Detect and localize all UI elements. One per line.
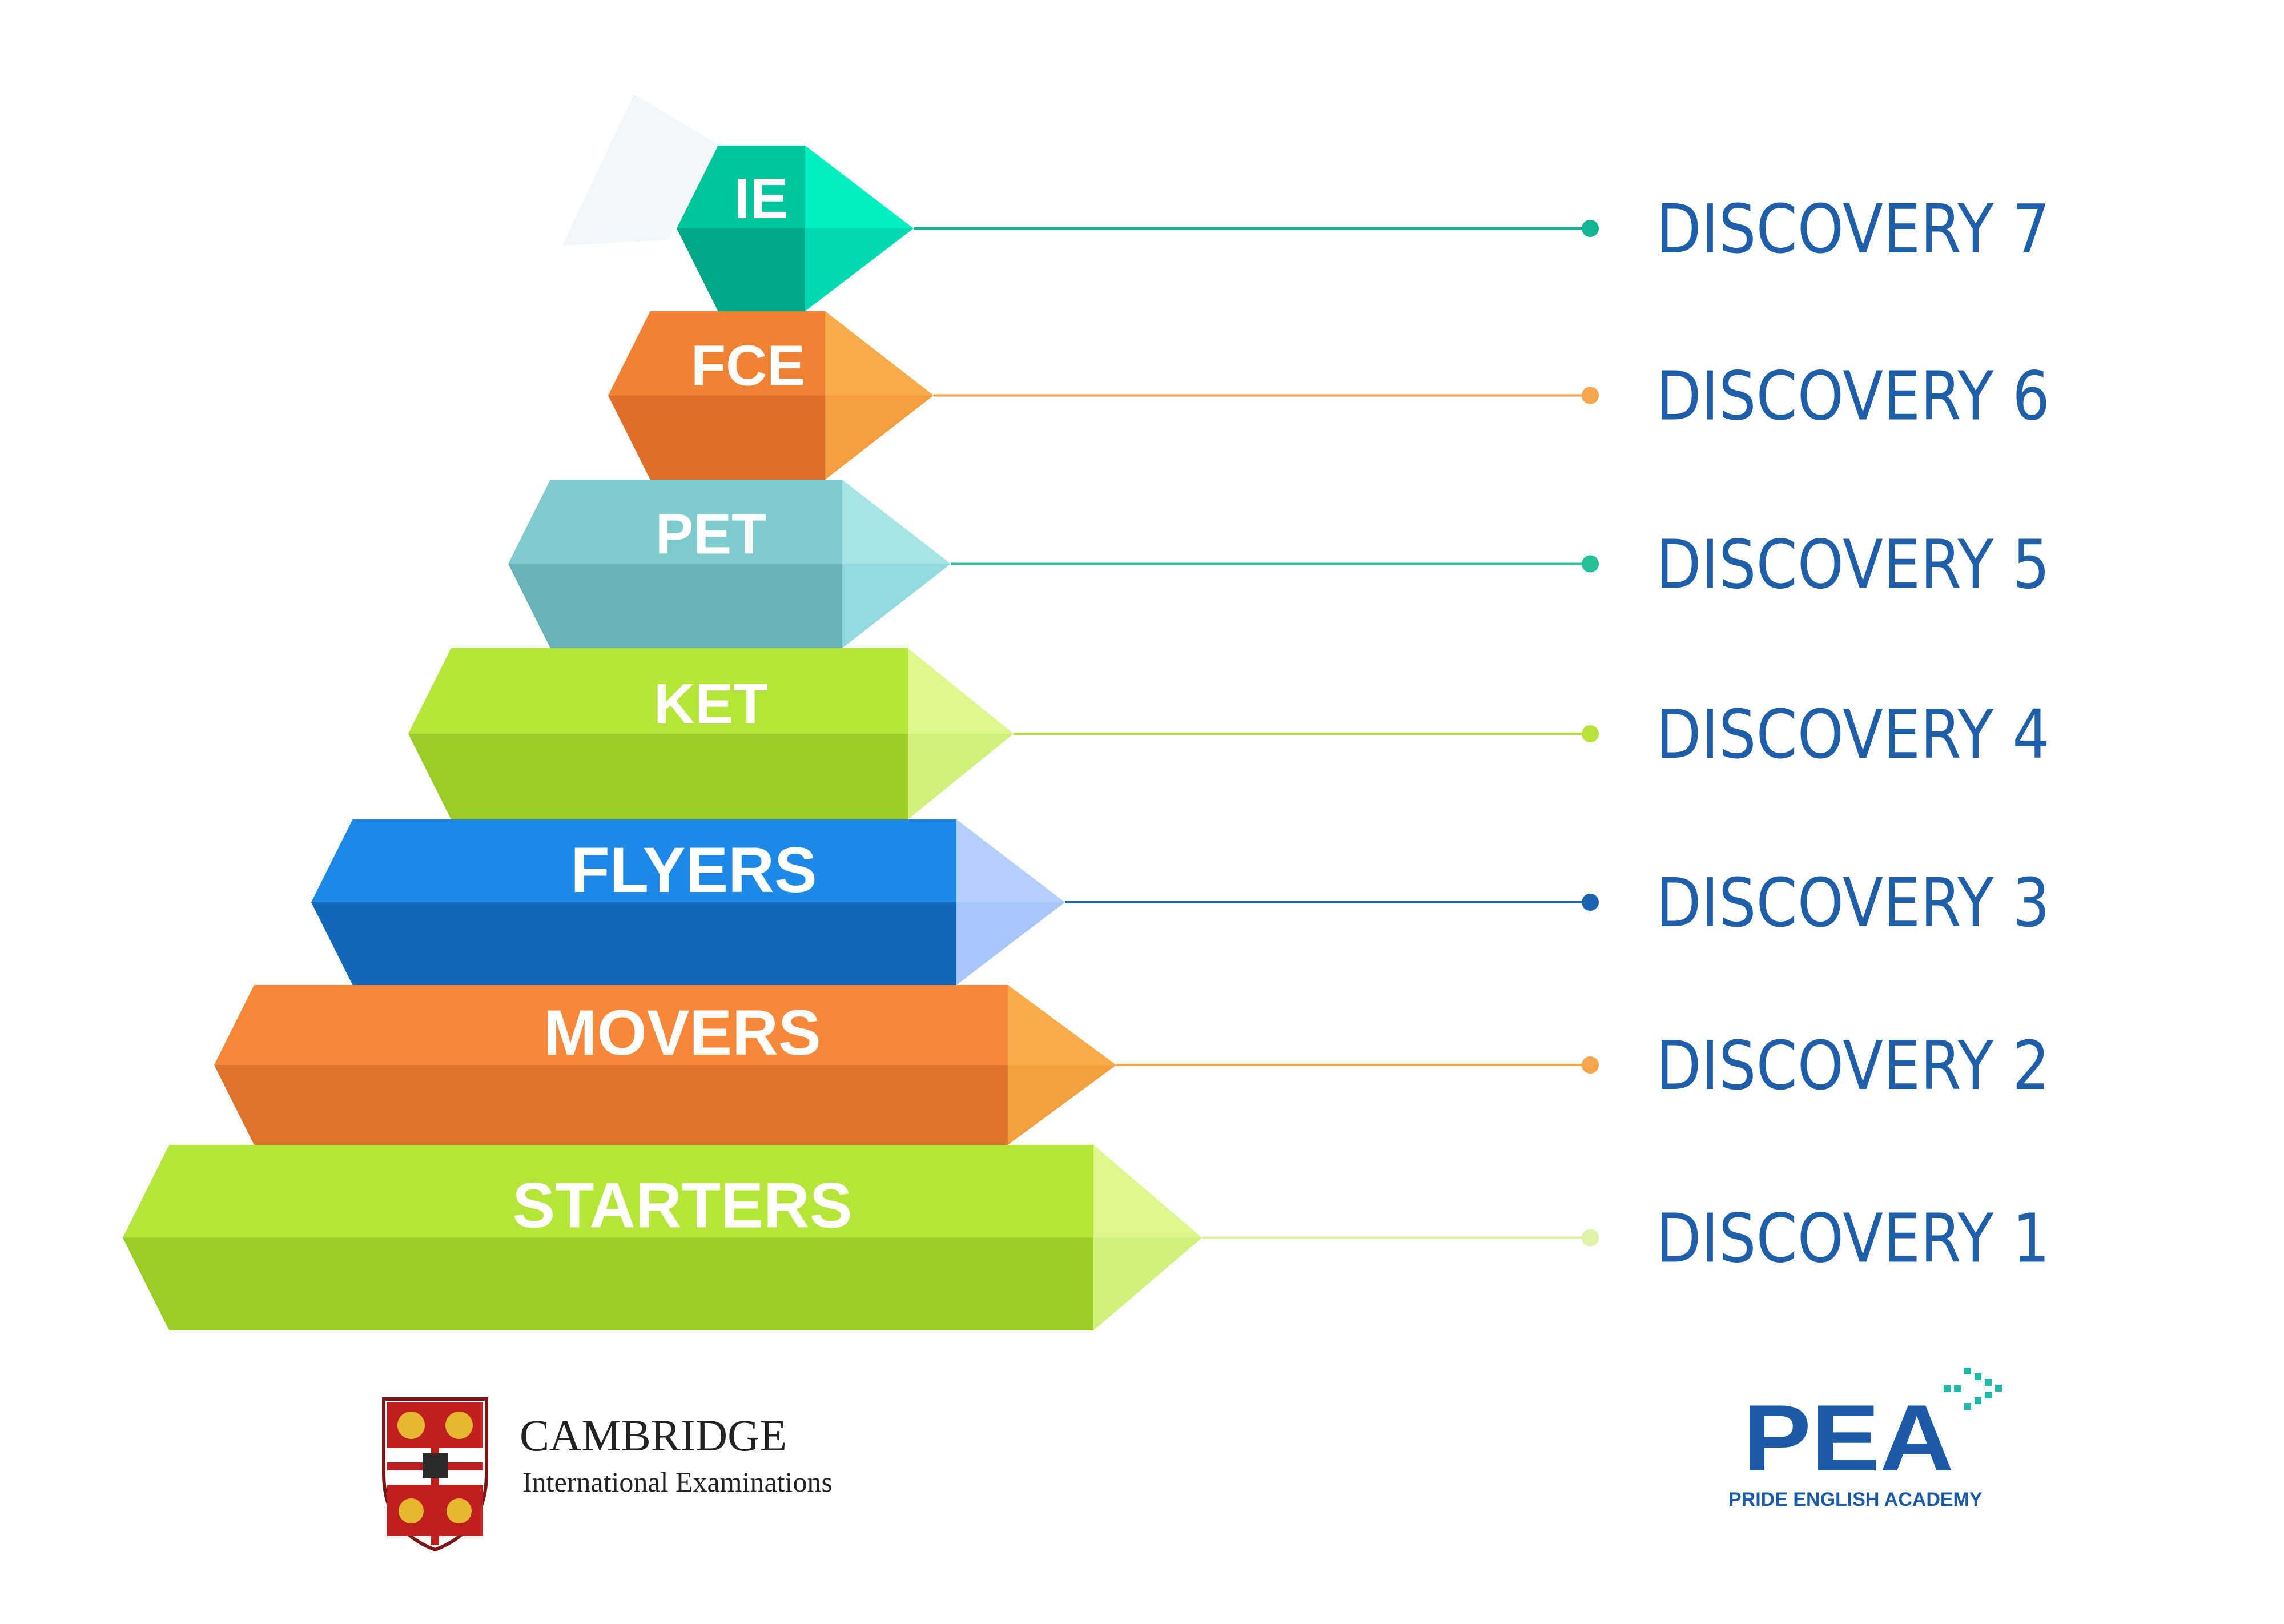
connector-3: DISCOVERY 5 <box>951 525 2050 604</box>
connector-dot <box>1582 725 1599 742</box>
tier-front-top <box>123 1145 1093 1238</box>
connector-6: DISCOVERY 2 <box>1116 1026 2050 1105</box>
tier-front-bottom <box>123 1237 1093 1330</box>
tier-label: IE <box>734 167 788 231</box>
course-label: DISCOVERY 7 <box>1656 190 2050 268</box>
tier-label: STARTERS <box>512 1170 852 1241</box>
connector-4: DISCOVERY 4 <box>1014 695 2050 774</box>
tier-side-bottom <box>842 564 951 648</box>
connector-dot <box>1582 220 1599 237</box>
course-label: DISCOVERY 1 <box>1656 1199 2050 1278</box>
connector-dot <box>1582 894 1599 911</box>
tier-front-bottom <box>608 395 825 480</box>
tier-label: FCE <box>691 334 805 398</box>
tier-side-bottom <box>805 228 914 311</box>
connector-dot <box>1582 387 1599 404</box>
tier-side-bottom <box>908 734 1014 819</box>
tier-front-bottom <box>677 228 805 311</box>
course-label: DISCOVERY 2 <box>1656 1026 2050 1105</box>
tier-side-bottom <box>1008 1065 1116 1145</box>
pea-logo: PEA PRIDE ENGLISH ACADEMY <box>1728 1368 2002 1510</box>
tier-ket: KET <box>408 648 1014 819</box>
connector-7: DISCOVERY 1 <box>1202 1199 2050 1278</box>
tier-side-top <box>1008 985 1116 1065</box>
tier-front-top <box>214 985 1008 1065</box>
tier-side-top <box>805 146 914 228</box>
connector-dot <box>1582 1056 1599 1074</box>
cambridge-logo: CAMBRIDGE International Examinations <box>382 1397 833 1552</box>
tier-pet: PET <box>508 480 951 648</box>
tier-side-top <box>1093 1145 1202 1238</box>
tier-side-top <box>842 480 951 564</box>
course-label: DISCOVERY 3 <box>1656 863 2050 942</box>
connector-5: DISCOVERY 3 <box>1065 863 2050 942</box>
tier-side-bottom <box>1093 1237 1202 1330</box>
tier-side-top <box>956 819 1065 902</box>
tier-side-bottom <box>825 395 934 480</box>
tier-fce: FCE <box>608 311 934 480</box>
connector-1: DISCOVERY 7 <box>914 190 2050 268</box>
tier-front-top <box>677 146 805 228</box>
tier-label: MOVERS <box>544 997 821 1068</box>
pea-wordmark: PEA <box>1743 1385 1954 1490</box>
tier-front-top <box>608 311 825 396</box>
tier-front-bottom <box>508 564 842 648</box>
course-label: DISCOVERY 5 <box>1656 525 2050 604</box>
tier-front-top <box>311 819 956 902</box>
pea-arrow-icon <box>1944 1368 2002 1410</box>
tier-front-top <box>508 480 842 564</box>
background-shape <box>562 94 719 246</box>
connector-dot <box>1582 1229 1599 1247</box>
tier-movers: MOVERS <box>214 985 1116 1145</box>
tier-label: FLYERS <box>570 834 817 906</box>
pea-tagline: PRIDE ENGLISH ACADEMY <box>1728 1489 1983 1510</box>
tier-front-bottom <box>214 1065 1008 1145</box>
cambridge-subtitle: International Examinations <box>522 1466 833 1498</box>
course-label: DISCOVERY 6 <box>1656 357 2050 436</box>
tier-ie: IE <box>677 146 914 311</box>
connector-2: DISCOVERY 6 <box>934 357 2050 436</box>
cambridge-shield-icon <box>382 1397 488 1552</box>
tier-flyers: FLYERS <box>311 819 1065 985</box>
tier-starters: STARTERS <box>123 1145 1202 1330</box>
connector-dot <box>1582 555 1599 573</box>
connector-lines: DISCOVERY 7 DISCOVERY 6 DISCOVERY 5 DISCOVE… <box>914 190 2050 1278</box>
tier-front-bottom <box>408 734 908 819</box>
course-label: DISCOVERY 4 <box>1656 695 2050 774</box>
tier-side-bottom <box>956 902 1065 985</box>
tier-front-bottom <box>311 902 956 985</box>
tier-label: KET <box>654 672 768 736</box>
tier-label: PET <box>656 503 766 566</box>
tier-front-top <box>408 648 908 734</box>
cambridge-title: CAMBRIDGE <box>520 1410 787 1460</box>
tier-side-top <box>908 648 1014 734</box>
tier-side-top <box>825 311 934 396</box>
pyramid-tiers: IE FCE PET KET FLYERS MOVERS STARTERS <box>123 146 1202 1330</box>
